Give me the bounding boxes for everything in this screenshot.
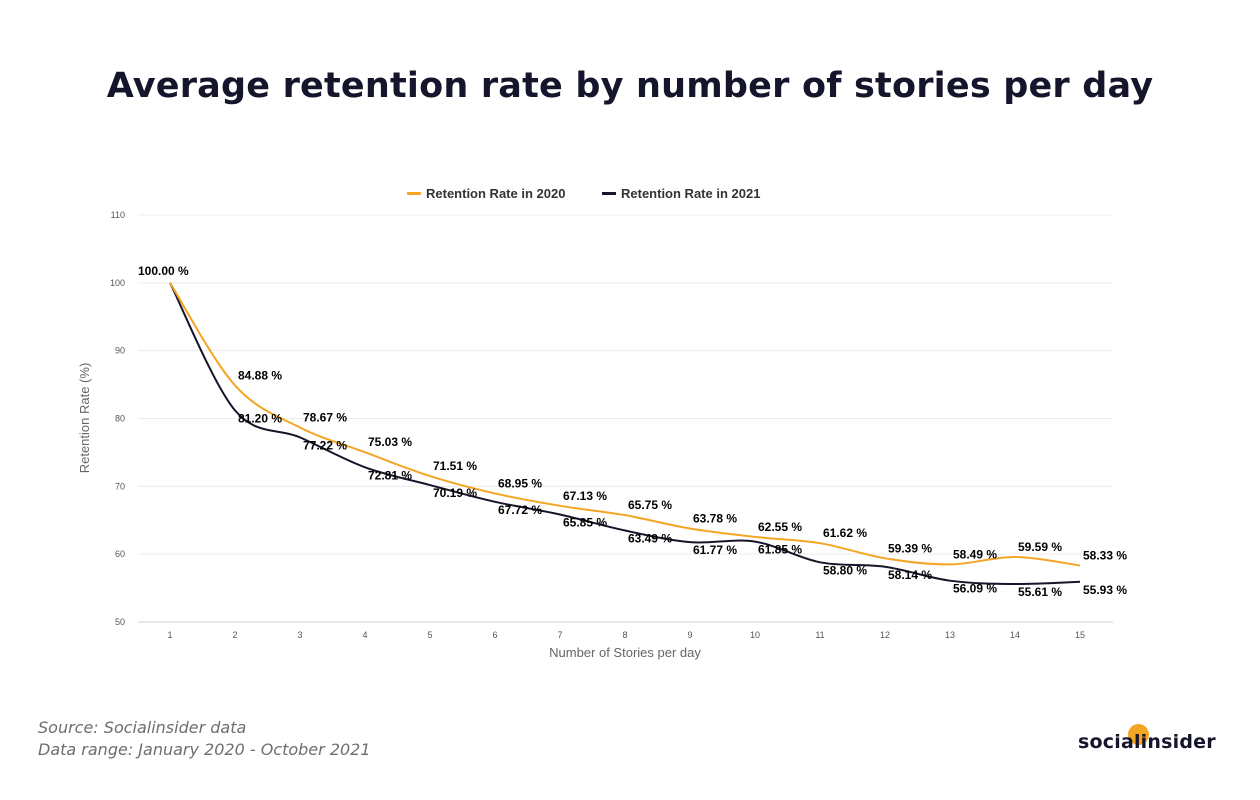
socialinsider-logo: socialinsider <box>1078 731 1216 753</box>
legend-item-2021[interactable]: Retention Rate in 2021 <box>602 186 760 201</box>
data-label-2020: 58.49 % <box>953 547 997 561</box>
x-tick-label: 1 <box>167 630 172 640</box>
data-label-2021: 81.20 % <box>238 411 282 425</box>
x-tick-label: 14 <box>1010 630 1020 640</box>
x-axis-label: Number of Stories per day <box>549 645 701 660</box>
x-tick-label: 7 <box>557 630 562 640</box>
data-label-2020: 59.39 % <box>888 541 932 555</box>
data-label-2020: 63.78 % <box>693 512 737 526</box>
data-label-2020: 68.95 % <box>498 476 542 490</box>
x-tick-label: 5 <box>427 630 432 640</box>
data-label-2020: 71.51 % <box>433 459 477 473</box>
data-label-2021: 67.72 % <box>498 503 542 517</box>
data-label-2021: 58.14 % <box>888 568 932 582</box>
legend-swatch-2021 <box>602 192 616 196</box>
data-label-2020: 78.67 % <box>303 411 347 425</box>
x-tick-label: 11 <box>815 630 824 640</box>
data-label-2020: 62.55 % <box>758 520 802 534</box>
data-label-2021: 63.49 % <box>628 531 672 545</box>
data-label-2020: 84.88 % <box>238 368 282 382</box>
series-line-2021 <box>169 282 1081 585</box>
legend-item-2020[interactable]: Retention Rate in 2020 <box>407 186 565 201</box>
data-label-2021: 56.09 % <box>953 582 997 596</box>
data-label-2021: 55.61 % <box>1018 585 1062 599</box>
logo-dot-icon <box>1128 724 1149 745</box>
y-tick-label: 80 <box>115 414 125 424</box>
data-label-2020: 65.75 % <box>628 498 672 512</box>
legend-swatch-2020 <box>407 192 421 196</box>
data-label-2020: 58.33 % <box>1083 548 1127 562</box>
legend-label-2020: Retention Rate in 2020 <box>426 186 566 201</box>
x-tick-label: 6 <box>492 630 497 640</box>
x-tick-label: 3 <box>297 630 302 640</box>
y-tick-label: 110 <box>111 210 125 220</box>
y-tick-label: 60 <box>115 549 125 559</box>
y-tick-label: 50 <box>115 617 125 627</box>
data-label-2021: 72.81 % <box>368 468 412 482</box>
data-label-2020: 61.62 % <box>823 526 867 540</box>
data-label-2021: 77.22 % <box>303 438 347 452</box>
y-axis-label: Retention Rate (%) <box>77 363 92 474</box>
data-label-2021: 58.80 % <box>823 563 867 577</box>
y-tick-label: 70 <box>115 481 125 491</box>
data-label-2021: 61.85 % <box>758 543 802 557</box>
y-tick-label: 90 <box>115 346 125 356</box>
data-label-2020: 59.59 % <box>1018 540 1062 554</box>
x-tick-label: 2 <box>232 630 237 640</box>
data-label-2020: 67.13 % <box>563 489 607 503</box>
data-label-2020: 75.03 % <box>368 435 412 449</box>
x-tick-label: 10 <box>750 630 760 640</box>
data-label-2021: 55.93 % <box>1083 583 1127 597</box>
x-tick-label: 13 <box>945 630 955 640</box>
legend-label-2021: Retention Rate in 2021 <box>621 186 761 201</box>
series-line-2020 <box>169 282 1081 567</box>
data-label-2021: 65.85 % <box>563 515 607 529</box>
data-range-text: Data range: January 2020 - October 2021 <box>38 740 371 759</box>
y-tick-label: 100 <box>110 278 125 288</box>
x-tick-label: 12 <box>880 630 890 640</box>
chart-title: Average retention rate by number of stor… <box>106 66 1154 106</box>
data-label-2021: 70.19 % <box>433 486 477 500</box>
x-tick-label: 4 <box>362 630 367 640</box>
x-tick-label: 9 <box>687 630 692 640</box>
source-text: Source: Socialinsider data <box>38 718 247 737</box>
x-tick-label: 15 <box>1075 630 1085 640</box>
data-label-2020: 100.00 % <box>138 264 189 278</box>
x-tick-label: 8 <box>622 630 627 640</box>
data-label-2021: 61.77 % <box>693 543 737 557</box>
